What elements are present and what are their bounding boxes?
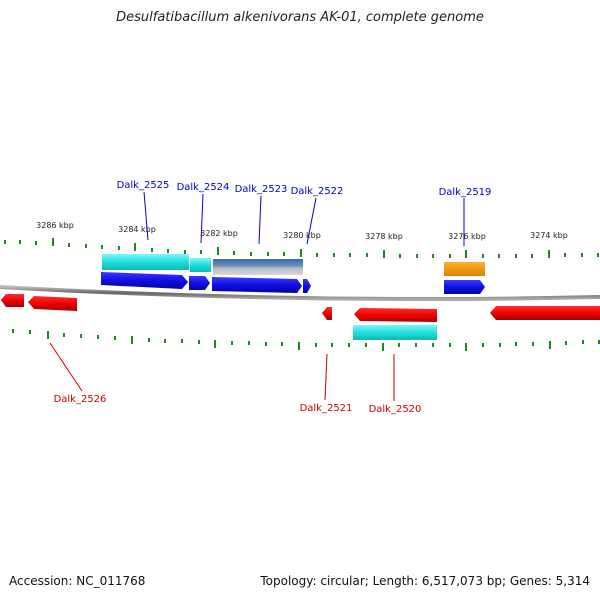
scale-label: 3284 kbp xyxy=(118,225,156,234)
gene-label-dalk-2521[interactable]: Dalk_2521 xyxy=(300,403,353,414)
gene-arrow-dalk-2526[interactable] xyxy=(28,296,77,311)
genome-title: Desulfatibacillum alkenivorans AK-01, co… xyxy=(116,10,484,25)
gene-label-dalk-2523[interactable]: Dalk_2523 xyxy=(235,184,288,195)
scale-label: 3286 kbp xyxy=(36,221,74,230)
cyan-feature[interactable] xyxy=(190,258,211,272)
upper-scale-ticks xyxy=(4,238,599,258)
gene-arrow-right-edge[interactable] xyxy=(490,306,600,320)
scale-label: 3278 kbp xyxy=(365,232,403,241)
leader-line-dalk-2522 xyxy=(306,197,317,245)
leader-line-dalk-2525 xyxy=(143,191,149,241)
leader-line-dalk-2524 xyxy=(200,193,204,244)
gene-arrow-dalk-2519[interactable] xyxy=(444,280,485,294)
leader-line-dalk-2523 xyxy=(258,195,262,245)
scale-label: 3274 kbp xyxy=(530,231,568,240)
gene-label-dalk-2526[interactable]: Dalk_2526 xyxy=(54,394,107,405)
gene-arrow-dalk-2521[interactable] xyxy=(322,307,332,320)
cyan-feature[interactable] xyxy=(353,325,437,340)
steel-feature[interactable] xyxy=(213,259,303,275)
gene-arrow-dalk-2522[interactable] xyxy=(303,279,311,293)
leader-line-dalk-2526 xyxy=(49,342,83,392)
gene-arrow-dalk-2520[interactable] xyxy=(354,308,437,322)
lower-scale-ticks xyxy=(12,329,600,351)
scale-label: 3280 kbp xyxy=(283,231,321,240)
accession-text: Accession: NC_011768 xyxy=(9,574,146,588)
scale-label: 3282 kbp xyxy=(200,229,238,238)
cyan-feature[interactable] xyxy=(102,254,189,270)
gene-arrow-dalk-2524[interactable] xyxy=(189,276,210,290)
genome-summary-text: Topology: circular; Length: 6,517,073 bp… xyxy=(260,574,590,588)
leader-line-dalk-2521 xyxy=(324,353,328,401)
genome-backbone xyxy=(0,285,600,302)
gene-arrow-dalk-2525[interactable] xyxy=(101,272,188,289)
gene-label-dalk-2520[interactable]: Dalk_2520 xyxy=(369,404,422,415)
gene-label-dalk-2524[interactable]: Dalk_2524 xyxy=(177,182,230,193)
gene-arrow-dalk-2523[interactable] xyxy=(212,277,302,293)
orange-feature[interactable] xyxy=(444,262,485,276)
gene-label-dalk-2522[interactable]: Dalk_2522 xyxy=(291,186,344,197)
gene-arrow-partial-left[interactable] xyxy=(1,294,24,307)
scale-label: 3276 kbp xyxy=(448,232,486,241)
gene-label-dalk-2519[interactable]: Dalk_2519 xyxy=(439,187,492,198)
gene-label-dalk-2525[interactable]: Dalk_2525 xyxy=(117,180,170,191)
